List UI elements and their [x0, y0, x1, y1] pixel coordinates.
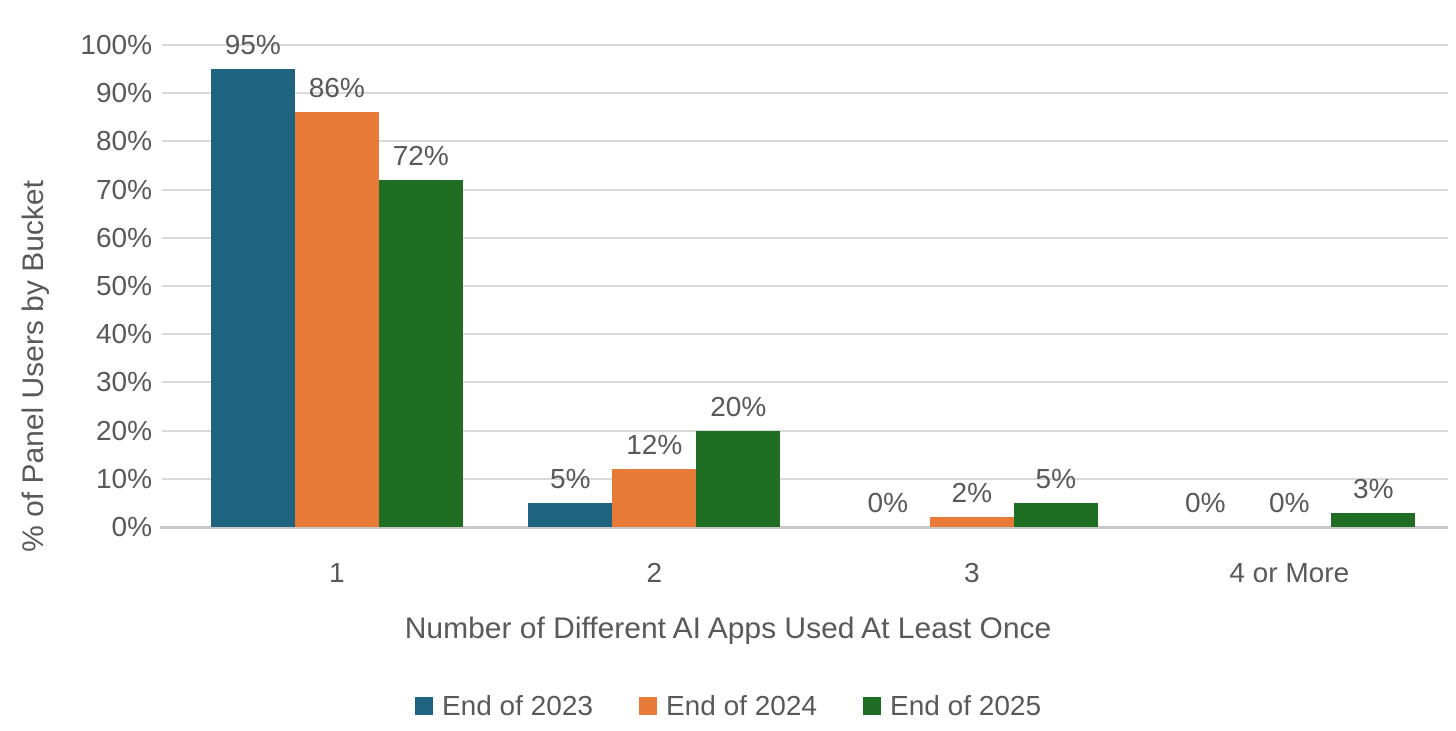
y-tick-label: 60%: [95, 221, 152, 253]
y-tick-mark: [162, 236, 178, 239]
legend-swatch-icon: [863, 697, 882, 715]
legend-label: End of 2025: [890, 690, 1042, 721]
y-tick-mark: [162, 285, 178, 287]
bar-data-label: 95%: [224, 29, 281, 61]
gridline: [178, 429, 1448, 432]
bar-end-of-2025: [1331, 512, 1416, 527]
legend-label: End of 2024: [665, 690, 818, 721]
bar-group-2: 5% 12% 20%: [496, 45, 814, 527]
plot-area: 95% 86% 72% 5% 12% 20% 0% 2% 5% 0% 0% 3%: [160, 29, 1449, 529]
bar-group-1: 95% 86% 72%: [178, 29, 496, 527]
y-tick-label: 90%: [95, 77, 152, 109]
bar-data-label: 3%: [1353, 472, 1394, 504]
legend-item-end-of-2025: End of 2025: [863, 690, 1041, 722]
bar-data-label: 5%: [550, 462, 591, 494]
y-tick-label: 100%: [80, 29, 152, 60]
bar-end-of-2025: [696, 430, 781, 527]
legend: End of 2023 End of 2024 End of 2025: [0, 690, 1456, 722]
gridline: [178, 44, 1448, 46]
gridline: [178, 333, 1448, 336]
legend-swatch-icon: [638, 697, 657, 715]
y-tick-label: 40%: [95, 318, 152, 350]
legend-item-end-of-2024: End of 2024: [638, 690, 818, 722]
x-axis-title: Number of Different AI Apps Used At Leas…: [404, 612, 1052, 645]
bar-end-of-2025: [1013, 502, 1098, 527]
bar-data-label: 20%: [710, 390, 767, 422]
bar-data-label: 0%: [1185, 487, 1226, 518]
y-tick-mark: [162, 140, 178, 143]
x-category-label: 4 or More: [1229, 557, 1350, 588]
y-tick-mark: [162, 381, 178, 384]
y-tick-mark: [162, 477, 178, 480]
bar-data-label: 5%: [1035, 462, 1076, 494]
gridline: [178, 140, 1448, 143]
bar-data-label: 12%: [626, 429, 683, 461]
y-tick-label: 70%: [95, 173, 152, 205]
gridline: [178, 188, 1448, 191]
bar-data-label: 86%: [308, 72, 365, 104]
y-tick-label: 80%: [95, 125, 152, 157]
bar-group-4-or-more: 0% 0% 3%: [1131, 45, 1449, 527]
gridline: [178, 236, 1448, 239]
y-tick-label: 10%: [95, 462, 152, 494]
y-tick-mark: [162, 429, 178, 432]
gridline: [178, 285, 1448, 287]
gridline: [178, 92, 1448, 95]
y-tick-label: 0%: [111, 511, 152, 542]
bar-end-of-2025: [378, 179, 463, 527]
bar-group-3: 0% 2% 5%: [813, 45, 1131, 527]
y-tick-label: 30%: [95, 366, 152, 398]
x-category-label: 3: [963, 557, 980, 588]
bar-data-label: 2%: [951, 477, 992, 509]
x-category-label: 2: [646, 557, 663, 588]
bar-end-of-2024: [294, 112, 379, 527]
bar-end-of-2024: [612, 469, 697, 527]
gridline: [178, 477, 1448, 480]
y-tick-mark: [162, 92, 178, 95]
y-tick-label: 50%: [95, 270, 152, 301]
x-category-label: 1: [328, 557, 345, 588]
gridline: [178, 381, 1448, 384]
y-tick-mark: [162, 188, 178, 191]
x-axis-baseline: [160, 526, 1448, 529]
bar-data-label: 72%: [392, 139, 449, 171]
legend-label: End of 2023: [441, 690, 593, 721]
legend-swatch-icon: [414, 697, 433, 715]
bar-data-label: 0%: [867, 487, 908, 518]
bar-data-label: 0%: [1269, 487, 1310, 518]
bar-end-of-2024: [929, 517, 1014, 527]
bar-end-of-2023: [210, 69, 295, 527]
legend-item-end-of-2023: End of 2023: [414, 690, 593, 722]
bar-end-of-2023: [528, 502, 613, 527]
y-tick-label: 20%: [95, 414, 152, 446]
y-tick-mark: [162, 333, 178, 336]
y-tick-mark: [162, 44, 178, 46]
